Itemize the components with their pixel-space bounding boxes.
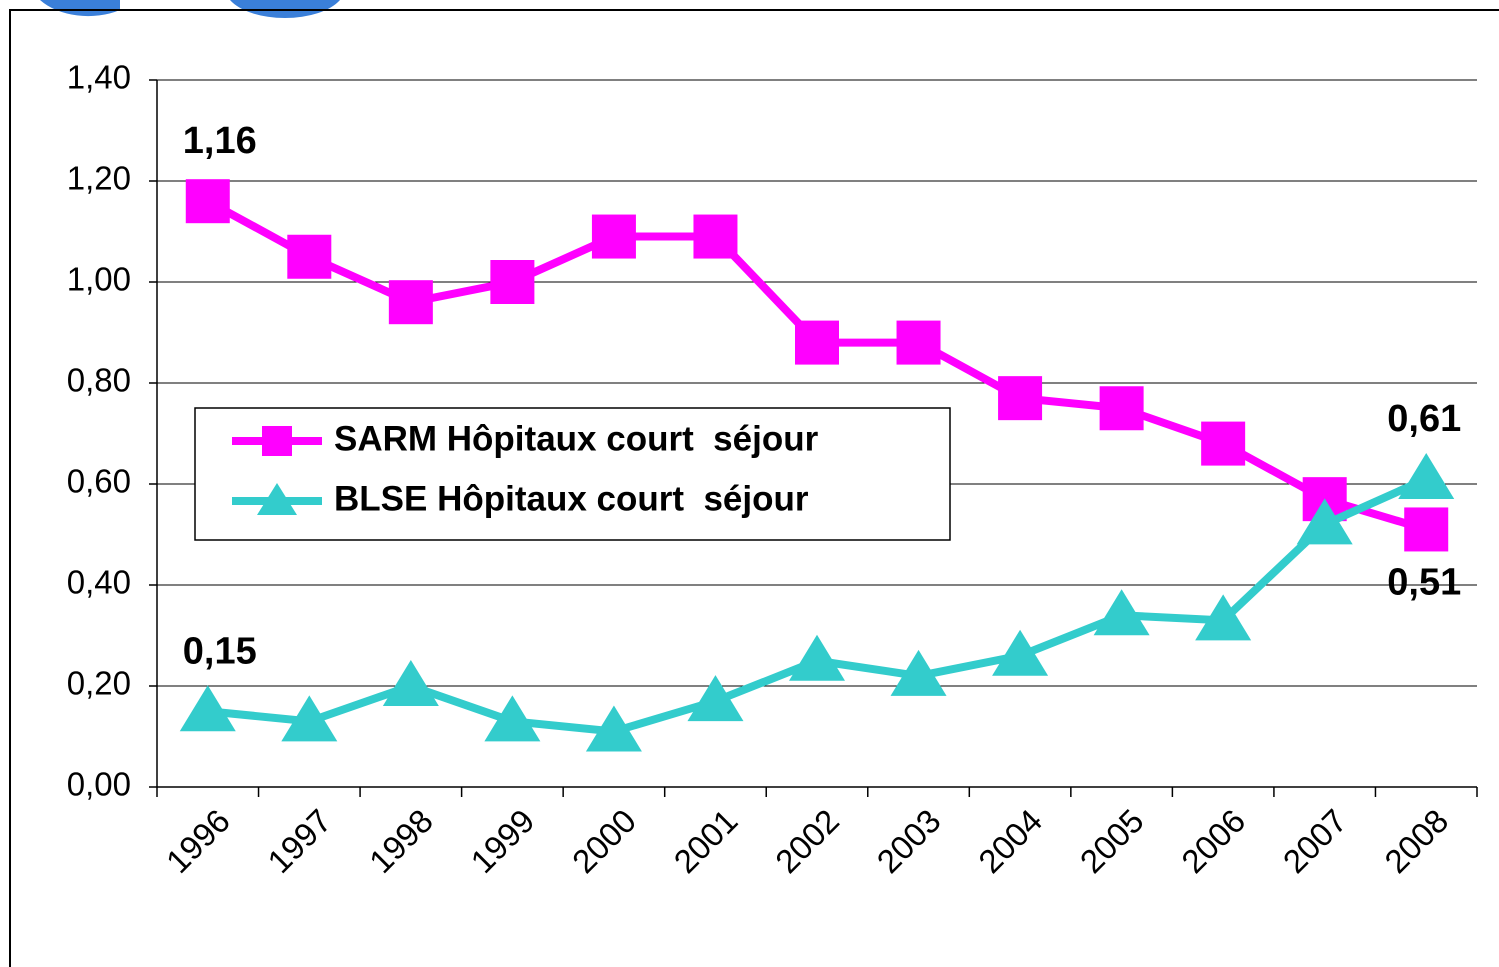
- legend-label: SARM Hôpitaux court séjour: [334, 419, 819, 458]
- data-point: [1398, 452, 1455, 499]
- decoration: [40, 0, 340, 19]
- data-point: [179, 685, 236, 732]
- data-point: [789, 634, 845, 681]
- y-tick-label: 1,00: [67, 261, 131, 298]
- x-tick-label: 2006: [1174, 802, 1252, 880]
- x-tick-label: 1998: [362, 802, 440, 880]
- data-point: [281, 695, 338, 742]
- data-point: [992, 629, 1049, 676]
- data-label: 1,16: [183, 120, 257, 162]
- data-label: 0,15: [183, 630, 257, 672]
- y-tick-label: 1,20: [67, 160, 131, 197]
- data-point: [591, 214, 636, 259]
- data-point: [382, 660, 439, 706]
- x-tick-label: 2002: [768, 802, 846, 880]
- x-tick-label: 1997: [260, 802, 338, 880]
- data-point: [896, 320, 941, 365]
- data-point: [490, 260, 535, 304]
- x-tick-label: 2005: [1073, 802, 1151, 880]
- legend-box: [194, 407, 951, 541]
- data-point: [1195, 594, 1252, 641]
- data-point: [1404, 507, 1449, 552]
- data-point: [687, 675, 744, 722]
- data-point: [388, 280, 433, 325]
- data-point: [287, 234, 332, 279]
- legend: SARM Hôpitaux court séjour BLSE Hôpitaux …: [194, 407, 951, 541]
- y-tick-label: 0,40: [67, 564, 131, 601]
- data-point: [185, 179, 230, 224]
- data-point: [998, 376, 1043, 421]
- x-tick-label: 2007: [1276, 802, 1354, 880]
- data-point: [795, 320, 839, 365]
- y-tick-label: 0,80: [67, 362, 131, 399]
- x-tick-label: 2001: [666, 802, 744, 880]
- data-point: [1093, 589, 1150, 636]
- y-tick-label: 0,00: [67, 766, 131, 803]
- x-tick-label: 2004: [971, 802, 1049, 880]
- data-point: [1201, 421, 1246, 466]
- legend-marker: [262, 426, 292, 456]
- legend-label: BLSE Hôpitaux court séjour: [334, 479, 809, 518]
- x-tick-label: 2000: [565, 802, 643, 880]
- y-tick-label: 0,20: [67, 665, 131, 702]
- x-tick-label: 1996: [159, 802, 237, 880]
- x-tick-label: 1999: [463, 802, 541, 880]
- data-point: [484, 695, 541, 742]
- legend-marker: [257, 483, 297, 515]
- chart-frame: [9, 9, 1499, 967]
- data-point: [585, 705, 642, 752]
- x-tick-label: 2003: [870, 802, 948, 880]
- data-label: 0,61: [1387, 398, 1461, 440]
- data-point: [1099, 386, 1144, 431]
- data-point: [1296, 498, 1353, 545]
- y-tick-label: 1,40: [67, 59, 131, 96]
- y-tick-label: 0,60: [67, 463, 131, 500]
- data-point: [693, 214, 738, 259]
- x-tick-label: 2008: [1377, 802, 1455, 880]
- data-point: [890, 649, 947, 696]
- data-label: 0,51: [1387, 561, 1461, 603]
